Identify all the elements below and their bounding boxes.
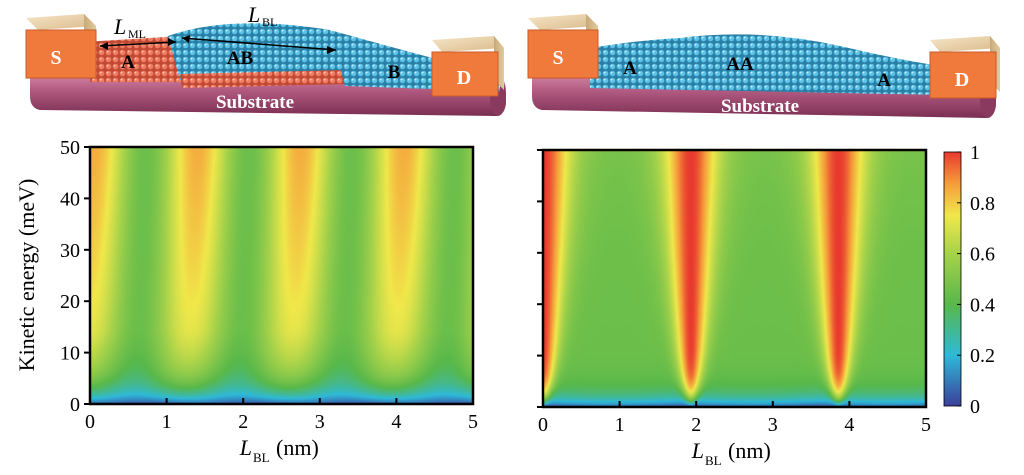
xlabel-right: L BL (nm) [691, 438, 771, 468]
heatmap-left-canvas [90, 147, 473, 404]
schematic-left: Substrate S D L [25, 2, 506, 116]
heatmap-right-axes: 0 1 2 3 4 5 [537, 149, 931, 436]
x-tick-label: 0 [85, 411, 95, 433]
xlabel-right-main: L [691, 438, 704, 463]
monolayer-b-region [330, 30, 460, 90]
x-tick-label: 5 [921, 414, 931, 436]
xlabel-left: L BL (nm) [239, 435, 319, 465]
colorbar-tick-label: 0.8 [970, 193, 995, 215]
x-tick-label: 1 [615, 414, 625, 436]
colorbar-tick-label: 1 [970, 142, 980, 164]
x-tick-label: 4 [391, 411, 401, 433]
lattice-right [590, 34, 994, 96]
schematic-right: Substrate S D A AA A [527, 14, 1000, 118]
xlabel-right-unit: (nm) [728, 438, 771, 463]
bilayer-region [168, 23, 345, 80]
heatmap-right: 0 1 2 3 4 5 L BL (nm) [537, 148, 931, 468]
source-contact: S [25, 14, 97, 79]
dimension-lml: L ML [99, 14, 177, 50]
colorbar: 0 0.2 0.4 0.6 0.8 1 [943, 142, 995, 418]
x-tick-label: 3 [315, 411, 325, 433]
colorbar-tick-label: 0.6 [970, 244, 995, 266]
x-tick-label: 2 [691, 414, 701, 436]
heatmap-right-canvas [543, 150, 926, 407]
ylabel-left: Kinetic energy (meV) [14, 179, 39, 372]
monolayer-region [84, 36, 186, 82]
x-tick-label: 5 [468, 411, 478, 433]
drain-label: D [457, 67, 471, 89]
colorbar-tick-label: 0.2 [970, 345, 995, 367]
y-tick-label: 20 [60, 291, 80, 313]
region-a-left-label: A [623, 58, 637, 79]
colorbar-tick-label: 0.4 [970, 294, 995, 316]
drain-contact: D [431, 36, 504, 97]
y-tick-label: 40 [60, 188, 80, 210]
source-label-right: S [552, 47, 563, 69]
dimension-lbl: L BL [181, 2, 337, 54]
colorbar-gradient [943, 151, 962, 407]
y-tick-label: 0 [70, 394, 80, 416]
region-aa-label: AA [726, 54, 754, 75]
region-b-label: B [388, 62, 401, 83]
source-label: S [50, 47, 61, 69]
drain-label-right: D [955, 69, 969, 91]
xlabel-right-sub: BL [705, 453, 722, 468]
substrate-label-right: Substrate [721, 96, 799, 117]
region-a-right-label: A [877, 70, 891, 91]
lml-main: L [113, 14, 126, 39]
x-tick-label: 2 [238, 411, 248, 433]
x-tick-label: 1 [162, 411, 172, 433]
lbl-main: L [247, 2, 260, 27]
xlabel-left-unit: (nm) [276, 435, 319, 460]
drain-contact-right: D [929, 36, 1000, 99]
x-tick-label: 4 [844, 414, 854, 436]
region-ab-label: AB [227, 48, 254, 69]
source-contact-right: S [527, 14, 599, 79]
xlabel-left-main: L [239, 435, 252, 460]
xlabel-left-sub: BL [253, 450, 270, 465]
region-a-label: A [121, 52, 135, 73]
bottom-layer-strip [180, 70, 350, 88]
y-tick-label: 30 [60, 240, 80, 262]
heatmap-left-frame [88, 145, 475, 406]
heatmap-left-canvas-wrap [90, 147, 473, 404]
heatmap-right-frame [541, 148, 928, 409]
x-tick-label: 3 [768, 414, 778, 436]
lml-sub: ML [128, 27, 146, 41]
lbl-sub: BL [262, 15, 277, 29]
y-tick-label: 50 [60, 137, 80, 159]
colorbar-ticks: 0 0.2 0.4 0.6 0.8 1 [957, 142, 995, 418]
y-tick-label: 10 [60, 343, 80, 365]
heatmap-right-canvas-wrap [543, 150, 926, 407]
x-tick-label: 0 [538, 414, 548, 436]
substrate-label: Substrate [216, 92, 294, 113]
colorbar-tick-label: 0 [970, 396, 980, 418]
